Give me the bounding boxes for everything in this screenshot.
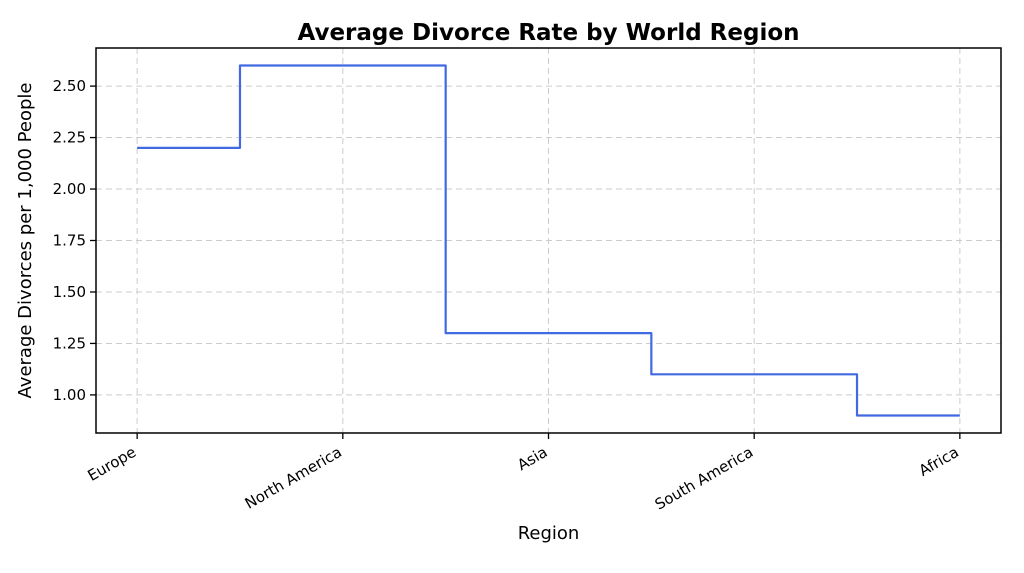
- x-tick-label: Asia: [514, 443, 550, 474]
- y-tick-label: 2.25: [53, 129, 86, 147]
- y-tick-label: 2.00: [53, 180, 86, 198]
- tick-marks: [90, 85, 961, 439]
- y-tick-labels: 1.00 1.25 1.50 1.75 2.00 2.25 2.50: [53, 77, 86, 404]
- y-tick-label: 1.00: [53, 386, 86, 404]
- x-tick-label: Africa: [916, 443, 962, 480]
- gridlines: [96, 48, 1001, 433]
- chart-title: Average Divorce Rate by World Region: [297, 20, 799, 46]
- x-tick-label: Europe: [84, 443, 139, 485]
- y-axis-label: Average Divorces per 1,000 People: [15, 83, 36, 399]
- x-tick-labels: Europe North America Asia South America Afri…: [84, 443, 961, 514]
- y-tick-label: 1.25: [53, 334, 86, 352]
- y-tick-label: 1.75: [53, 232, 86, 250]
- x-tick-label: South America: [652, 443, 756, 514]
- y-tick-label: 2.50: [53, 77, 86, 95]
- x-tick-label: North America: [242, 443, 345, 513]
- y-tick-label: 1.50: [53, 283, 86, 301]
- x-axis-label: Region: [518, 523, 580, 544]
- step-line-series: [137, 64, 960, 417]
